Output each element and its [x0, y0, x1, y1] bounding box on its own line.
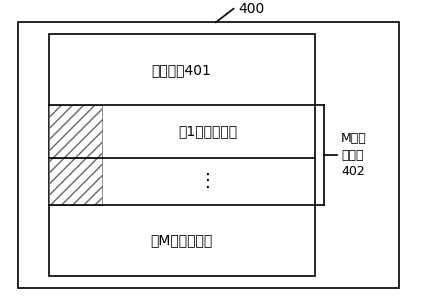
Text: 辑单元: 辑单元	[341, 148, 364, 161]
Text: M级逻: M级逻	[341, 132, 367, 145]
Text: 400: 400	[238, 2, 264, 16]
Bar	[18, 22, 399, 288]
Text: 402: 402	[341, 165, 365, 178]
Bar	[49, 105, 102, 158]
Bar	[49, 158, 102, 205]
Text: 第M级逻辑单元: 第M级逻辑单元	[151, 233, 213, 248]
Text: 控制单元401: 控制单元401	[152, 63, 212, 77]
Text: 第1级逻辑单元: 第1级逻辑单元	[179, 125, 238, 138]
Bar	[49, 34, 315, 276]
Text: ⋮: ⋮	[199, 172, 217, 190]
